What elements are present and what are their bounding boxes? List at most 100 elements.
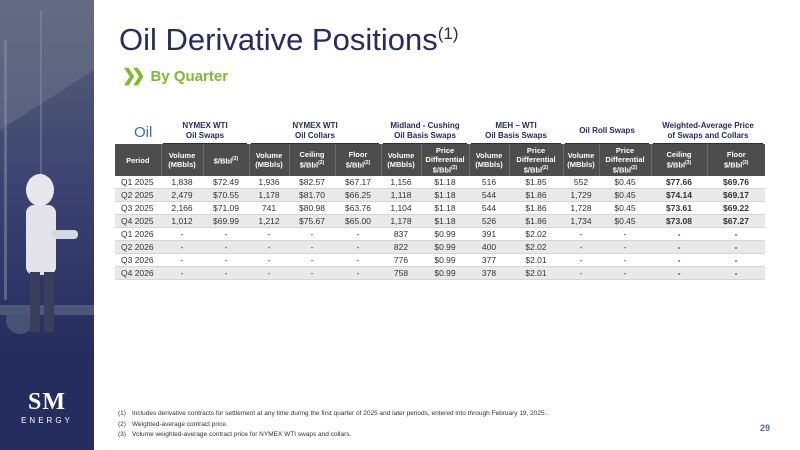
table-cell: $70.55 — [203, 188, 249, 202]
table-cell: $80.98 — [289, 201, 335, 215]
period-cell: Q2 2025 — [115, 188, 161, 202]
table-cell: $0.99 — [421, 227, 469, 241]
group-divider — [251, 143, 379, 144]
table-cell: $2.01 — [509, 253, 563, 267]
column-header: Volume (MBbls) — [161, 144, 204, 176]
table-cell: $0.45 — [599, 188, 651, 202]
group-header-line2: Oil Basis Swaps — [485, 131, 547, 140]
table-cell: - — [563, 240, 599, 254]
table-cell: $67.27 — [707, 214, 765, 228]
column-header: Ceiling $/Bbl(2) — [289, 144, 336, 176]
column-header: Floor $/Bbl(3) — [707, 144, 765, 176]
footnote-number: (2) — [118, 420, 126, 428]
group-header-midland-basis: Midland - Cushing Oil Basis Swaps — [381, 121, 469, 141]
table-cell: 1,729 — [563, 188, 599, 202]
group-header-line2: of Swaps and Collars — [667, 131, 749, 140]
table-cell: 391 — [469, 227, 509, 241]
table-cell: 1,936 — [249, 176, 289, 189]
double-chevron-icon: ❯❯ — [122, 66, 145, 85]
table-cell: 741 — [249, 201, 289, 215]
table-cell: 2,166 — [161, 201, 203, 215]
footnotes: (1) Includes derivative contracts for se… — [118, 409, 546, 441]
group-header-line2: Oil Basis Swaps — [394, 131, 456, 140]
table-cell: - — [335, 253, 381, 267]
column-header: Volume (MBbls) — [249, 144, 290, 176]
column-header: Price Differential $/Bbl(2) — [599, 144, 652, 176]
group-header-line1: NYMEX WTI — [292, 121, 338, 130]
period-cell: Q1 2026 — [115, 227, 161, 241]
table-cell: 1,178 — [249, 188, 289, 202]
table-cell: $69.76 — [707, 176, 765, 189]
table-cell: 1,104 — [381, 201, 421, 215]
table-cell: - — [289, 253, 335, 267]
table-cell: $81.70 — [289, 188, 335, 202]
footnote-text: Weighted-average contract price. — [132, 420, 228, 428]
table-cell: 1,012 — [161, 214, 203, 228]
table-row: Q1 2026- - - - -837 $0.99 391 $2.02- - - - — [115, 227, 765, 241]
column-header: Price Differential $/Bbl(2) — [509, 144, 564, 176]
table-cell: $1.18 — [421, 176, 469, 189]
table-cell: $2.02 — [509, 240, 563, 254]
table-cell: - — [599, 253, 651, 267]
footnote-text: Volume weighted-average contract price f… — [132, 431, 352, 438]
group-header-line1: Weighted-Average Price — [662, 121, 754, 130]
table-cell: $1.86 — [509, 214, 563, 228]
table-cell: $72.49 — [203, 176, 249, 189]
table-cell: $63.76 — [335, 201, 381, 215]
table-cell: $0.99 — [421, 253, 469, 267]
section-subtitle: ❯❯ By Quarter — [122, 66, 228, 86]
group-header-line1: NYMEX WTI — [182, 121, 228, 130]
group-divider — [383, 143, 467, 144]
table-cell: 776 — [381, 253, 421, 267]
table-cell: 544 — [469, 188, 509, 202]
table-cell: - — [249, 227, 289, 241]
table-cell: - — [335, 227, 381, 241]
table-cell: - — [249, 253, 289, 267]
group-header-nymex-swaps: NYMEX WTI Oil Swaps — [161, 121, 249, 141]
table-cell: $1.18 — [421, 188, 469, 202]
table-cell: - — [651, 266, 707, 280]
table-cell: 377 — [469, 253, 509, 267]
table-cell: 2,479 — [161, 188, 203, 202]
table-cell: - — [249, 266, 289, 280]
table-cell: 526 — [469, 214, 509, 228]
column-header: Volume (MBbls) — [469, 144, 510, 176]
column-header: Ceiling $/Bbl(3) — [651, 144, 708, 176]
table-cell: 516 — [469, 176, 509, 189]
group-header-nymex-collars: NYMEX WTI Oil Collars — [249, 121, 381, 141]
table-cell: $0.99 — [421, 240, 469, 254]
table-cell: 1,728 — [563, 201, 599, 215]
logo-mark: SM — [28, 389, 66, 415]
table-header-row: Period Volume (MBbls) $/Bbl(2) Volume (MBbls)… — [115, 144, 765, 176]
table-cell: - — [161, 253, 203, 267]
table-cell: - — [707, 240, 765, 254]
period-cell: Q3 2025 — [115, 201, 161, 215]
table-cell: $2.02 — [509, 227, 563, 241]
column-header: Volume (MBbls) — [381, 144, 422, 176]
table-cell: - — [203, 266, 249, 280]
table-cell: $1.86 — [509, 188, 563, 202]
table-cell: 837 — [381, 227, 421, 241]
table-cell: - — [249, 240, 289, 254]
table-cell: $66.25 — [335, 188, 381, 202]
group-header-line1: Midland - Cushing — [390, 121, 460, 130]
worker-photo — [0, 0, 94, 360]
footnote-number: (1) — [118, 410, 126, 417]
table-cell: $73.61 — [651, 201, 707, 215]
table-row: Q4 2026- - - - -758 $0.99 378 $2.01- - - - — [115, 266, 765, 280]
table-cell: - — [289, 227, 335, 241]
group-header-roll-swaps: Oil Roll Swaps — [563, 126, 651, 136]
table-cell: $75.67 — [289, 214, 335, 228]
group-header-line2: Oil Swaps — [185, 131, 225, 140]
table-cell: - — [563, 253, 599, 267]
table-body: Q1 2025 1,838 $72.49 1,936 $82.57 $67.17 1,156… — [115, 176, 765, 280]
footnote-number: (3) — [118, 431, 126, 438]
table-cell: - — [651, 240, 707, 254]
sidebar-panel: SM ENERGY — [0, 0, 94, 450]
table-cell: 1,178 — [381, 214, 421, 228]
group-header-weighted-average: Weighted-Average Price of Swaps and Coll… — [651, 121, 765, 141]
table-cell: 1,212 — [249, 214, 289, 228]
table-cell: 1,734 — [563, 214, 599, 228]
company-logo: SM ENERGY — [14, 390, 80, 425]
table-cell: 758 — [381, 266, 421, 280]
